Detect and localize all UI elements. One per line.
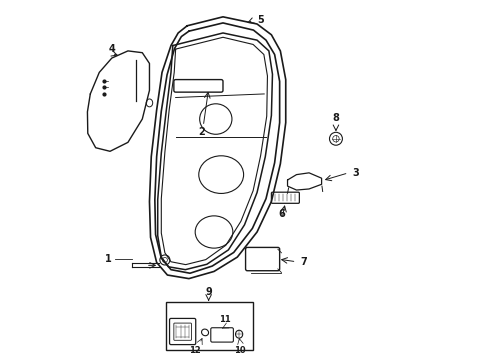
Text: 7: 7 bbox=[300, 257, 306, 267]
Text: 1: 1 bbox=[105, 254, 112, 264]
Text: 9: 9 bbox=[205, 287, 212, 297]
Text: 10: 10 bbox=[234, 346, 245, 355]
Text: 5: 5 bbox=[257, 15, 263, 26]
Text: 11: 11 bbox=[219, 315, 230, 324]
Text: 3: 3 bbox=[351, 168, 358, 178]
Text: 8: 8 bbox=[332, 113, 339, 123]
Text: 12: 12 bbox=[189, 346, 201, 355]
Text: 4: 4 bbox=[108, 44, 115, 54]
Bar bbox=[165, 302, 253, 350]
Text: 6: 6 bbox=[278, 209, 285, 219]
Text: 2: 2 bbox=[198, 127, 204, 136]
